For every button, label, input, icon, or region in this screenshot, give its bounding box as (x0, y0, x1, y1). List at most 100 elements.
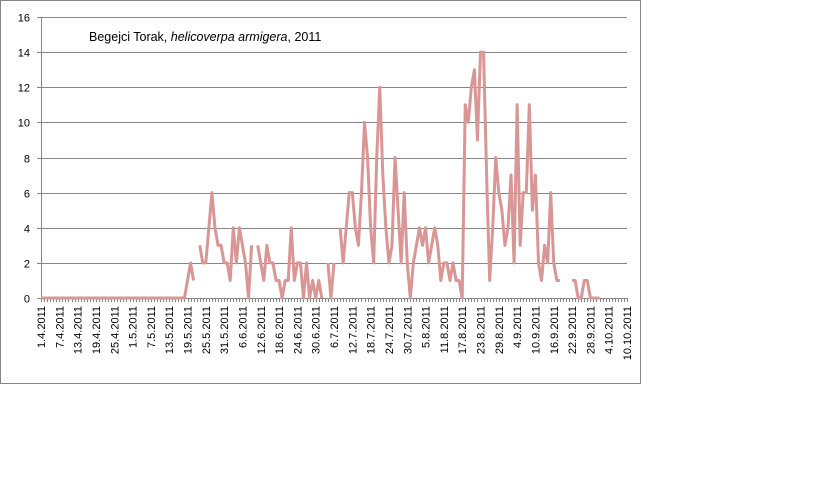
data-point (305, 262, 307, 264)
data-point (308, 297, 310, 299)
data-point (577, 297, 579, 299)
y-tick-label: 4 (24, 224, 30, 236)
data-point (580, 297, 582, 299)
data-point (333, 262, 335, 264)
data-point (351, 191, 353, 193)
data-point (296, 262, 298, 264)
data-point (177, 297, 179, 299)
data-point (275, 279, 277, 281)
data-point (98, 297, 100, 299)
data-point (281, 297, 283, 299)
data-point (412, 262, 414, 264)
data-point (189, 262, 191, 264)
data-point (537, 262, 539, 264)
data-point (260, 262, 262, 264)
data-point (104, 297, 106, 299)
data-point (229, 279, 231, 281)
y-tick-label: 6 (24, 189, 30, 201)
data-point (550, 191, 552, 193)
series-line-segment (572, 278, 600, 300)
axes (37, 17, 628, 302)
data-point (522, 191, 524, 193)
x-tick-label: 18.6.2011 (274, 306, 286, 354)
data-point (437, 244, 439, 246)
data-point (415, 244, 417, 246)
x-tick-label: 17.8.2011 (457, 306, 469, 354)
data-point (92, 297, 94, 299)
data-point (247, 297, 249, 299)
series-line-segment (256, 226, 324, 300)
data-point (446, 262, 448, 264)
data-point (43, 297, 45, 299)
data-point (73, 297, 75, 299)
data-point (211, 191, 213, 193)
data-point (284, 279, 286, 281)
data-point (141, 297, 143, 299)
x-tick-label: 19.4.2011 (91, 306, 103, 354)
data-point (421, 244, 423, 246)
data-point (476, 139, 478, 141)
chart-title-part: , 2011 (288, 30, 322, 44)
data-point (67, 297, 69, 299)
data-point (180, 297, 182, 299)
data-point (244, 262, 246, 264)
data-point (89, 297, 91, 299)
data-point (452, 262, 454, 264)
data-point (137, 297, 139, 299)
data-point (574, 279, 576, 281)
x-tick-label: 19.5.2011 (183, 306, 195, 354)
data-point (534, 174, 536, 176)
data-point (46, 297, 48, 299)
data-point (492, 227, 494, 229)
data-point (339, 227, 341, 229)
series-line-segment (326, 262, 336, 300)
data-point (583, 279, 585, 281)
data-point (293, 279, 295, 281)
data-point (376, 156, 378, 158)
data-point (449, 279, 451, 281)
data-point (125, 297, 127, 299)
data-point (424, 227, 426, 229)
data-point (257, 244, 259, 246)
data-point (510, 174, 512, 176)
x-tick-label: 12.7.2011 (347, 306, 359, 354)
data-point (58, 297, 60, 299)
y-tick-label: 10 (18, 118, 30, 130)
series-line-segment (338, 50, 560, 300)
data-point (79, 297, 81, 299)
x-tick-label: 31.5.2011 (219, 306, 231, 354)
y-tick-label: 16 (18, 13, 30, 25)
data-point (314, 297, 316, 299)
data-point (397, 209, 399, 211)
data-point (571, 279, 573, 281)
data-point (531, 209, 533, 211)
data-point (488, 279, 490, 281)
data-point (64, 297, 66, 299)
data-point (385, 227, 387, 229)
x-tick-label: 4.10.2011 (604, 306, 616, 354)
x-tick-label: 30.7.2011 (402, 306, 414, 354)
data-point (131, 297, 133, 299)
x-tick-label: 1.4.2011 (36, 306, 48, 348)
data-point (122, 297, 124, 299)
data-point (116, 297, 118, 299)
data-point (205, 262, 207, 264)
data-point (302, 297, 304, 299)
data-point (443, 262, 445, 264)
data-point (372, 262, 374, 264)
x-tick-label: 1.5.2011 (128, 306, 140, 348)
data-point (553, 262, 555, 264)
data-point (403, 191, 405, 193)
data-point (107, 297, 109, 299)
data-point (470, 86, 472, 88)
x-tick-label: 5.8.2011 (421, 306, 433, 348)
chart-title-part: Begejci Torak, (89, 30, 171, 44)
data-point (266, 244, 268, 246)
data-point (223, 262, 225, 264)
data-point (220, 244, 222, 246)
x-tick-label: 12.6.2011 (256, 306, 268, 354)
data-point (52, 297, 54, 299)
data-point (519, 244, 521, 246)
data-point (427, 262, 429, 264)
data-point (113, 297, 115, 299)
